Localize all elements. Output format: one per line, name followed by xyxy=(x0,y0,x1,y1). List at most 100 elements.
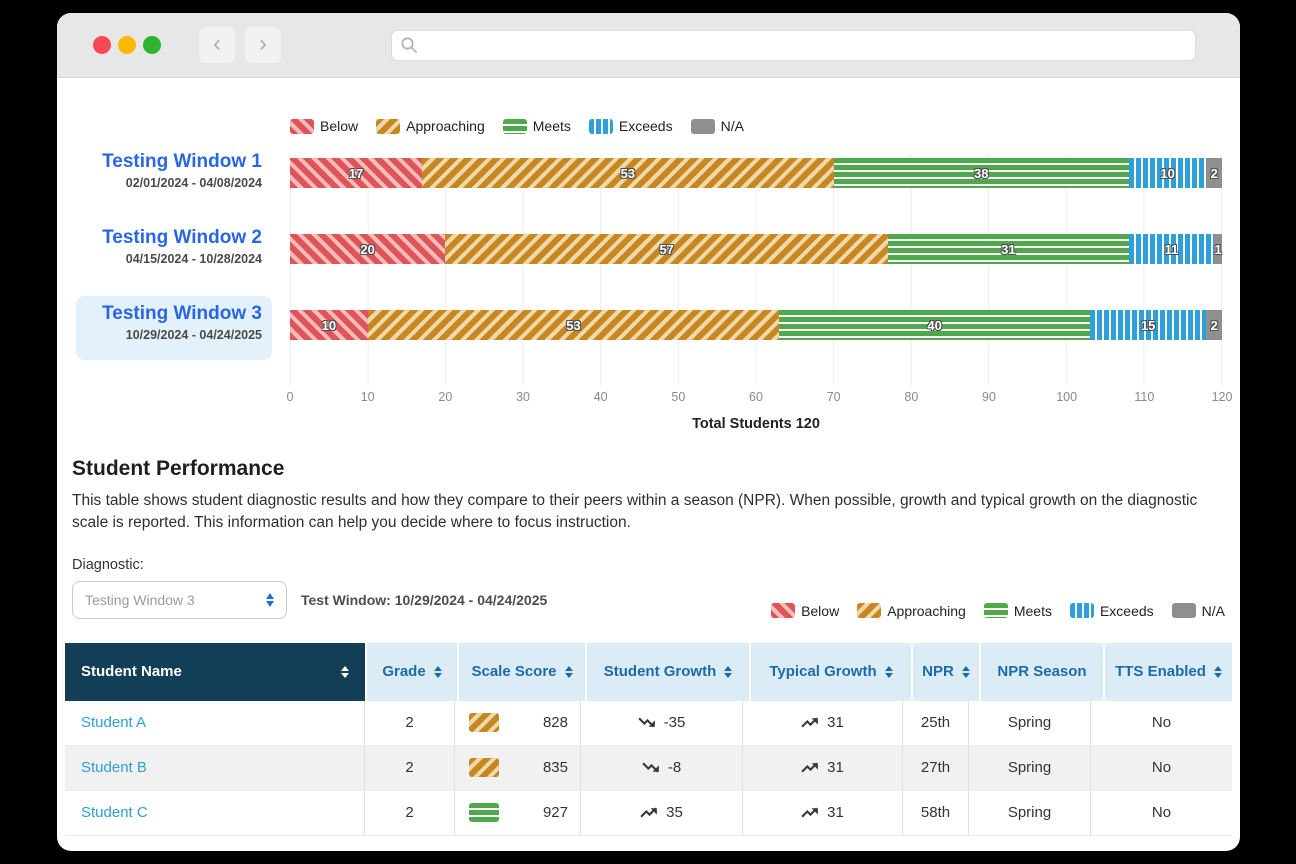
legend-item-na: N/A xyxy=(1171,603,1225,619)
scale-score-cell: 835 xyxy=(455,745,581,790)
browser-titlebar: ‹ › xyxy=(57,13,1240,78)
legend-item-meets: Meets xyxy=(502,118,571,134)
table-row: Student A 2 828 -35 31 25th Spring No xyxy=(65,700,1232,746)
sort-icon[interactable] xyxy=(884,665,893,678)
column-header-grade[interactable]: Grade xyxy=(367,642,457,701)
x-tick: 90 xyxy=(982,390,996,404)
maximize-window-button[interactable] xyxy=(143,36,161,54)
table-row: Student B 2 835 -8 31 27th Spring No xyxy=(65,745,1232,791)
npr-season-cell: Spring xyxy=(969,745,1091,790)
testing-window-dates: 02/01/2024 - 04/08/2024 xyxy=(125,176,262,190)
sort-icon[interactable] xyxy=(1213,665,1222,678)
bar-segment-below: 10 xyxy=(290,310,368,340)
typical-growth-cell: 31 xyxy=(743,790,903,835)
tts-enabled-cell: No xyxy=(1151,714,1172,732)
bar-segment-approaching: 57 xyxy=(445,234,889,264)
student-growth-cell: -8 xyxy=(581,745,743,790)
sort-icon[interactable] xyxy=(564,665,573,678)
trend-down-icon xyxy=(642,762,659,773)
testing-window-2-label[interactable]: Testing Window 2 04/15/2024 - 10/28/2024 xyxy=(76,220,272,284)
scale-score-value: 835 xyxy=(542,759,568,777)
x-tick: 80 xyxy=(904,390,919,404)
trend-up-icon xyxy=(801,762,819,773)
student-performance-table: Student Name Grade Scale Score Student G… xyxy=(65,642,1232,836)
sort-icon[interactable] xyxy=(433,665,442,678)
bar-segment-meets: 38 xyxy=(833,158,1129,188)
student-growth-cell: 35 xyxy=(581,790,743,835)
scale-score-value: 927 xyxy=(542,804,568,822)
sort-icon[interactable] xyxy=(341,665,349,678)
forward-button[interactable]: › xyxy=(245,27,281,63)
student-performance-section: Student Performance This table shows stu… xyxy=(57,443,1240,619)
legend-item-exceeds: Exceeds xyxy=(588,118,673,134)
testing-window-3-label[interactable]: Testing Window 3 10/29/2024 - 04/24/2025 xyxy=(76,296,272,360)
approaching-pattern-swatch xyxy=(857,603,882,619)
npr-cell: 27th xyxy=(903,745,969,790)
select-arrows-icon xyxy=(266,592,274,607)
table-row: Student C 2 927 35 31 58th Spring No xyxy=(65,790,1232,836)
chart-row-window-1: Testing Window 1 02/01/2024 - 04/08/2024… xyxy=(57,144,1240,208)
x-tick: 0 xyxy=(286,390,294,404)
scale-score-value: 828 xyxy=(542,714,568,732)
column-header-tts-enabled[interactable]: TTS Enabled xyxy=(1105,642,1232,701)
column-header-npr[interactable]: NPR xyxy=(913,642,979,701)
diagnostic-select[interactable]: Testing Window 3 xyxy=(72,580,287,619)
x-axis-ticks: 0 10 20 30 40 50 60 70 80 90 100 110 120 xyxy=(286,390,1233,405)
stacked-bar: 20 57 31 11 1 xyxy=(290,234,1222,264)
student-link[interactable]: Student B xyxy=(65,745,365,790)
x-tick: 50 xyxy=(671,390,686,404)
column-header-student-growth[interactable]: Student Growth xyxy=(587,642,749,701)
testing-window-chart: Below Approaching Meets Exceeds N/A T xyxy=(57,78,1240,443)
column-header-scale-score[interactable]: Scale Score xyxy=(459,642,585,701)
legend-item-approaching: Approaching xyxy=(857,603,966,619)
typical-growth-value: 31 xyxy=(827,759,844,777)
sort-icon[interactable] xyxy=(961,665,970,678)
legend-label: Meets xyxy=(1013,602,1052,619)
legend-label: N/A xyxy=(720,118,744,134)
test-window-dates: Test Window: 10/29/2024 - 04/24/2025 xyxy=(301,591,548,608)
legend-item-below: Below xyxy=(290,118,358,134)
scale-score-cell: 927 xyxy=(455,790,581,835)
student-link[interactable]: Student C xyxy=(65,790,365,835)
typical-growth-value: 31 xyxy=(827,714,844,732)
legend-label: Meets xyxy=(532,118,571,134)
legend-label: Approaching xyxy=(406,118,485,134)
grade-cell: 2 xyxy=(365,790,455,835)
bar-segment-exceeds: 10 xyxy=(1128,158,1207,188)
diagnostic-selected-value: Testing Window 3 xyxy=(85,591,195,608)
na-pattern-swatch xyxy=(690,118,715,134)
trend-down-icon xyxy=(637,717,655,728)
scale-score-cell: 828 xyxy=(455,700,581,745)
performance-band-swatch xyxy=(469,758,499,778)
sort-icon[interactable] xyxy=(724,665,733,678)
bar-segment-approaching: 53 xyxy=(422,158,834,188)
column-label: Typical Growth xyxy=(769,663,877,681)
column-header-student-name[interactable]: Student Name xyxy=(65,642,365,701)
testing-window-dates: 04/15/2024 - 10/28/2024 xyxy=(125,252,262,266)
student-link[interactable]: Student A xyxy=(65,700,365,745)
search-input[interactable] xyxy=(424,37,1187,53)
student-growth-cell: -35 xyxy=(581,700,743,745)
bar-segment-meets: 31 xyxy=(888,234,1129,264)
legend-item-na: N/A xyxy=(690,118,744,134)
meets-pattern-swatch xyxy=(983,603,1008,619)
legend-label: Approaching xyxy=(887,602,966,619)
diagnostic-label: Diagnostic: xyxy=(72,556,144,573)
trend-up-icon xyxy=(640,807,658,818)
section-title: Student Performance xyxy=(72,457,285,480)
stacked-bar: 17 53 38 10 2 xyxy=(290,158,1222,188)
window-controls xyxy=(93,36,161,54)
tts-enabled-cell: No xyxy=(1151,804,1172,822)
typical-growth-cell: 31 xyxy=(743,745,903,790)
minimize-window-button[interactable] xyxy=(118,36,136,54)
column-label: TTS Enabled xyxy=(1115,663,1206,681)
close-window-button[interactable] xyxy=(93,36,111,54)
column-label: Student Growth xyxy=(603,663,717,681)
chevron-left-icon: ‹ xyxy=(213,29,221,57)
address-search-bar[interactable] xyxy=(391,29,1196,61)
column-header-typical-growth[interactable]: Typical Growth xyxy=(751,642,911,701)
testing-window-1-label[interactable]: Testing Window 1 02/01/2024 - 04/08/2024 xyxy=(76,144,272,208)
stacked-bar: 10 53 40 15 2 xyxy=(290,310,1222,340)
back-button[interactable]: ‹ xyxy=(199,27,235,63)
x-tick: 40 xyxy=(593,390,608,404)
